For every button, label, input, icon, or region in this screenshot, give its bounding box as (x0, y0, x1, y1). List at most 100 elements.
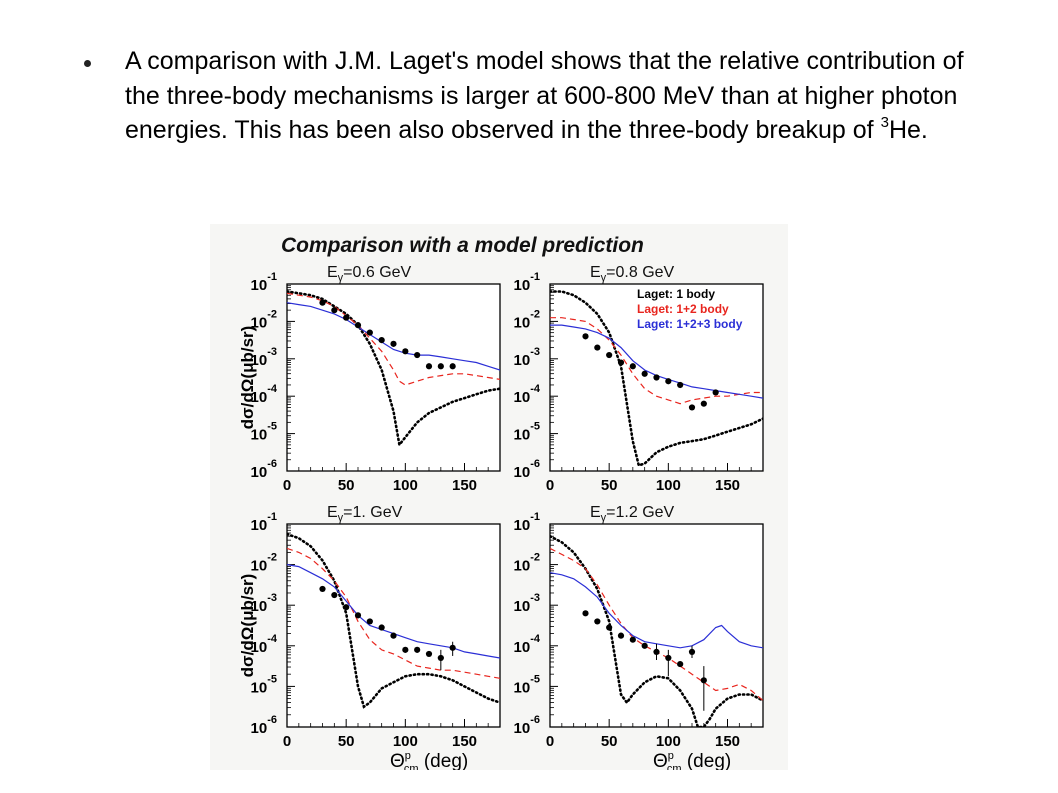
y-tick-exp: -3 (267, 346, 277, 358)
legend-entry-1: Laget: 1 body (637, 287, 715, 301)
y-tick-exp: -1 (530, 511, 540, 523)
data-point (449, 644, 456, 651)
x-axis-label-sub: cm (404, 763, 419, 770)
x-axis-label-unit: (deg) (682, 751, 732, 770)
y-tick-exp: -5 (267, 421, 277, 433)
data-point (331, 591, 338, 599)
data-point (617, 359, 625, 366)
data-point (677, 381, 684, 389)
chart-figure: Comparison with a model prediction Eγ =0.… (210, 224, 788, 770)
bullet-superscript: 3 (880, 114, 889, 132)
y-tick-exp: -6 (530, 458, 540, 470)
y-tick-exp: -2 (267, 552, 277, 564)
curve-solid-3 (550, 572, 763, 649)
curve-dotted-1 (287, 532, 500, 709)
y-tick-base: 10 (251, 389, 268, 406)
data-point (343, 604, 350, 611)
data-point (617, 632, 625, 639)
y-axis-label: dσ/dΩ(μb/sr) (238, 326, 257, 430)
panel-title-sub: γ (338, 272, 344, 284)
data-point (641, 370, 648, 377)
panel-title-prefix: E (590, 264, 601, 281)
y-tick-base: 10 (251, 679, 268, 696)
data-point (437, 654, 444, 662)
x-axis-label-sub: cm (667, 763, 682, 770)
plot-frame (286, 523, 501, 728)
y-tick-label: 10-5 (251, 421, 277, 444)
y-tick-base: 10 (514, 314, 531, 331)
y-axis-label: dσ/dΩ(μb/sr) (238, 574, 257, 678)
chart-svg: Comparison with a model prediction Eγ =0.… (238, 234, 764, 770)
legend-prefix: Laget (637, 302, 669, 316)
curve-solid-3 (287, 302, 500, 371)
x-tick-label: 0 (283, 477, 291, 494)
legend-entry-3: Laget: 1+2+3 body (637, 317, 743, 331)
panel-title-value: =0.8 GeV (606, 264, 674, 281)
panel-title-sub: γ (338, 512, 344, 524)
y-tick-exp: -6 (267, 458, 277, 470)
data-point (653, 648, 660, 655)
panel-title: Eγ=1. GeV (327, 504, 403, 524)
x-tick-label: 150 (715, 477, 740, 494)
y-tick-label: 10-1 (251, 271, 277, 294)
data-point (390, 632, 397, 639)
y-tick-label: 10-4 (514, 383, 541, 406)
y-tick-base: 10 (514, 598, 531, 615)
y-tick-label: 10-2 (514, 552, 540, 575)
x-tick-label: 0 (546, 477, 554, 494)
y-tick-exp: -1 (267, 271, 277, 283)
data-point (700, 677, 707, 684)
y-tick-label: 10-1 (251, 511, 277, 534)
panel-title-prefix: E (327, 504, 338, 521)
y-tick-exp: -4 (267, 633, 278, 645)
x-tick-label: 100 (393, 733, 418, 750)
bullet-text: A comparison with J.M. Laget's model sho… (125, 44, 985, 148)
x-axis-label-sup: p (668, 750, 674, 762)
data-point (606, 624, 613, 631)
y-tick-exp: -2 (267, 308, 277, 320)
panel-title-sub: γ (601, 512, 607, 524)
data-point (665, 654, 672, 662)
panel-title-prefix: E (590, 504, 601, 521)
y-tick-exp: -3 (530, 346, 540, 358)
data-point (366, 618, 373, 625)
x-axis-label-symbol: Θ (390, 751, 405, 770)
y-tick-base: 10 (251, 517, 268, 534)
curve-dashed-2 (287, 292, 500, 386)
bullet-text-end: He. (888, 116, 928, 145)
x-tick-label: 0 (546, 733, 554, 750)
data-point (331, 307, 338, 314)
y-tick-exp: -6 (530, 714, 540, 726)
x-tick-label: 100 (656, 733, 681, 750)
data-point (449, 363, 456, 370)
legend-prefix: Laget (637, 287, 669, 301)
y-tick-exp: -3 (267, 592, 277, 604)
data-point (653, 374, 660, 381)
curve-dashed-2 (550, 317, 763, 405)
y-tick-label: 10-6 (251, 458, 277, 481)
legend-suffix: : 1+2 body (669, 302, 729, 316)
data-point (606, 351, 613, 359)
y-tick-base: 10 (514, 277, 531, 294)
legend-suffix: : 1+2+3 body (669, 317, 743, 331)
y-tick-base: 10 (514, 389, 531, 406)
plot-frame (286, 283, 501, 472)
data-point (319, 299, 326, 306)
data-point (343, 314, 350, 321)
data-point (414, 351, 421, 359)
y-tick-label: 10-5 (251, 673, 277, 696)
data-point (582, 333, 589, 340)
legend-suffix: : 1 body (669, 287, 715, 301)
y-tick-label: 10-3 (514, 592, 540, 615)
y-tick-base: 10 (514, 639, 531, 656)
x-tick-label: 100 (656, 477, 681, 494)
y-tick-label: 10-5 (514, 421, 540, 444)
x-tick-label: 50 (338, 477, 355, 494)
panel-title-value: =1.2 GeV (606, 504, 674, 521)
figure-title: Comparison with a model prediction (281, 234, 644, 257)
y-tick-exp: -1 (267, 511, 277, 523)
